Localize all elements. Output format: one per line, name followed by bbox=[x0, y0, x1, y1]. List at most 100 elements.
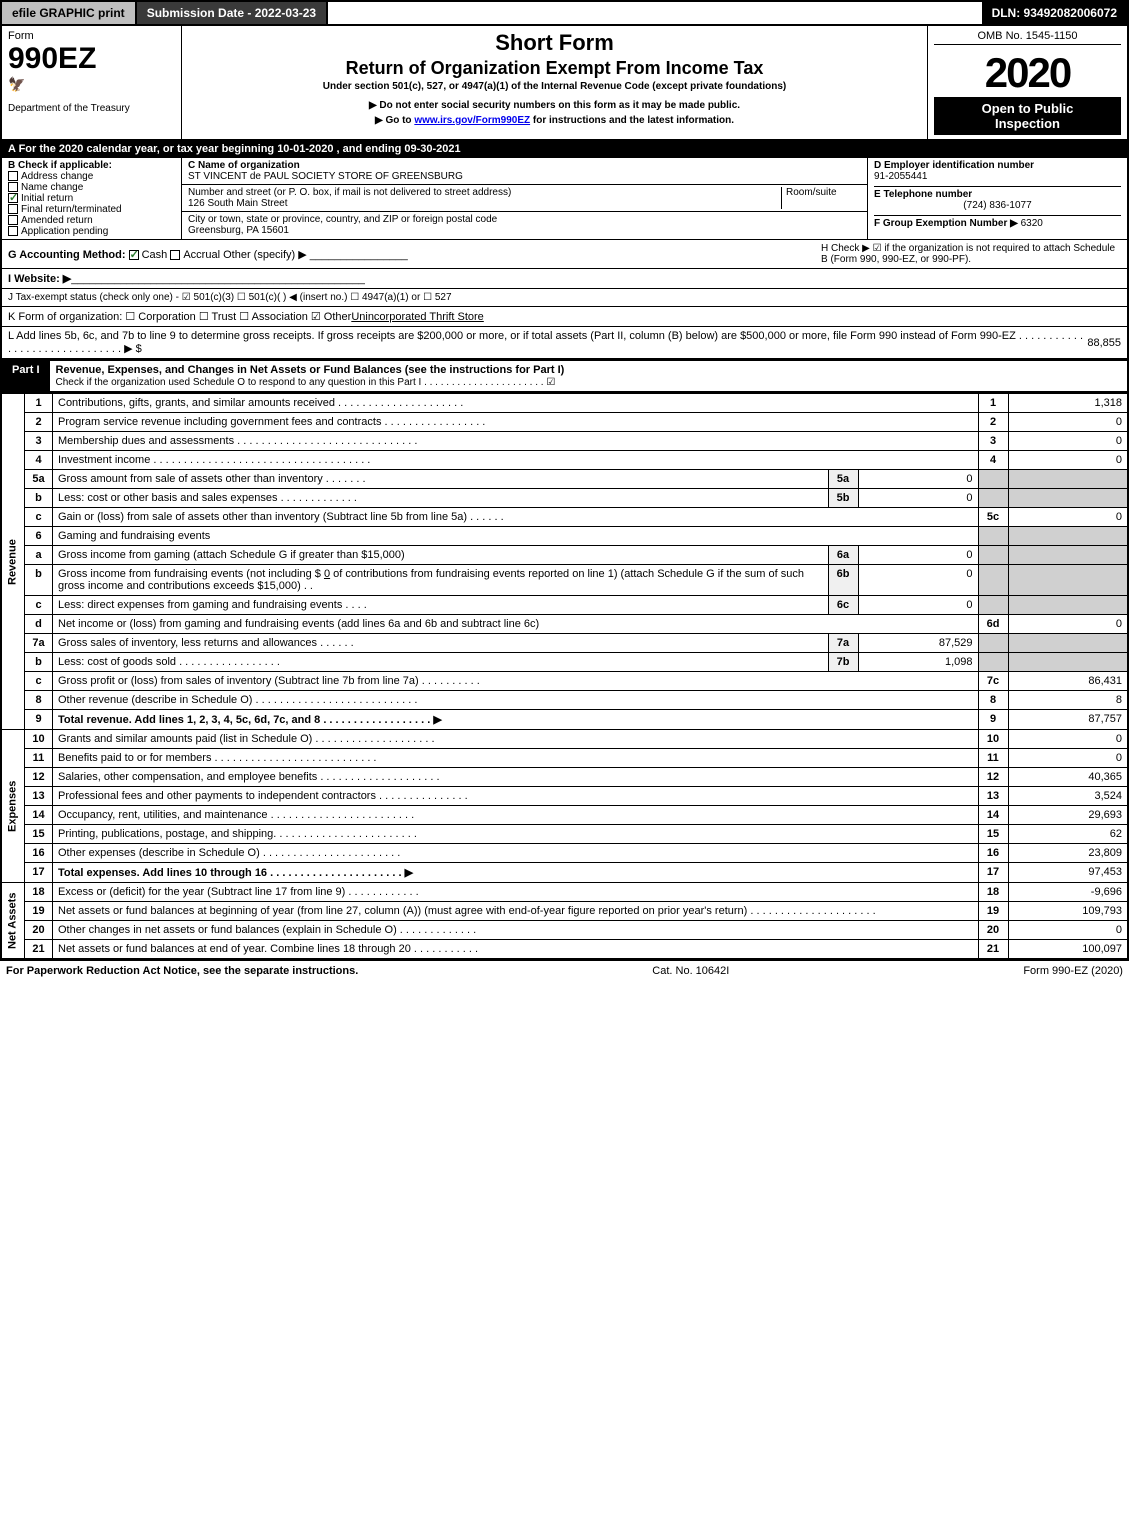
line-12-desc: Salaries, other compensation, and employ… bbox=[53, 768, 979, 787]
irs-link[interactable]: www.irs.gov/Form990EZ bbox=[414, 115, 530, 126]
line-13-box: 13 bbox=[978, 787, 1008, 806]
line-19-num: 19 bbox=[25, 902, 53, 921]
toolbar-spacer bbox=[328, 2, 981, 24]
phone-label: E Telephone number bbox=[874, 189, 972, 200]
line-6a-shade bbox=[978, 546, 1008, 565]
form-number: 990EZ bbox=[8, 42, 175, 76]
checkbox-cash[interactable] bbox=[129, 250, 139, 260]
line-3-desc: Membership dues and assessments . . . . … bbox=[53, 432, 979, 451]
line-6d-desc: Net income or (loss) from gaming and fun… bbox=[53, 615, 979, 634]
subnote-3: ▶ Go to www.irs.gov/Form990EZ for instru… bbox=[188, 115, 921, 126]
line-5b-shade2 bbox=[1008, 489, 1128, 508]
box-b: B Check if applicable: Address change Na… bbox=[2, 158, 182, 239]
line-20-desc: Other changes in net assets or fund bala… bbox=[53, 921, 979, 940]
line-6b-num: b bbox=[25, 565, 53, 596]
checkbox-initial-return[interactable] bbox=[8, 193, 18, 203]
line-7c-desc: Gross profit or (loss) from sales of inv… bbox=[53, 672, 979, 691]
line-12-num: 12 bbox=[25, 768, 53, 787]
checkbox-accrual[interactable] bbox=[170, 250, 180, 260]
line-7c-val: 86,431 bbox=[1008, 672, 1128, 691]
box-k-other: Unincorporated Thrift Store bbox=[351, 311, 483, 323]
street-address: 126 South Main Street bbox=[188, 198, 288, 209]
line-3-val: 0 bbox=[1008, 432, 1128, 451]
line-5c-desc: Gain or (loss) from sale of assets other… bbox=[53, 508, 979, 527]
line-7b-shade2 bbox=[1008, 653, 1128, 672]
row-k: K Form of organization: ☐ Corporation ☐ … bbox=[0, 307, 1129, 327]
line-21-box: 21 bbox=[978, 940, 1008, 959]
part-1-label: Part I bbox=[2, 361, 50, 391]
line-6d-val: 0 bbox=[1008, 615, 1128, 634]
line-7a-shade2 bbox=[1008, 634, 1128, 653]
header-center: Short Form Return of Organization Exempt… bbox=[182, 26, 927, 139]
line-9-val: 87,757 bbox=[1008, 710, 1128, 730]
line-5a-num: 5a bbox=[25, 470, 53, 489]
period-bar: A For the 2020 calendar year, or tax yea… bbox=[0, 140, 1129, 158]
line-5a-sub: 5a bbox=[828, 470, 858, 489]
checkbox-address-change[interactable] bbox=[8, 171, 18, 181]
city-label: City or town, state or province, country… bbox=[188, 214, 497, 225]
line-16-num: 16 bbox=[25, 844, 53, 863]
line-21-num: 21 bbox=[25, 940, 53, 959]
line-6-desc: Gaming and fundraising events bbox=[53, 527, 979, 546]
line-20-box: 20 bbox=[978, 921, 1008, 940]
line-5a-shade bbox=[978, 470, 1008, 489]
city-state-zip: Greensburg, PA 15601 bbox=[188, 225, 289, 236]
line-7b-shade bbox=[978, 653, 1008, 672]
checkbox-pending[interactable] bbox=[8, 226, 18, 236]
line-14-desc: Occupancy, rent, utilities, and maintena… bbox=[53, 806, 979, 825]
line-13-num: 13 bbox=[25, 787, 53, 806]
line-13-val: 3,524 bbox=[1008, 787, 1128, 806]
line-11-val: 0 bbox=[1008, 749, 1128, 768]
line-6a-desc: Gross income from gaming (attach Schedul… bbox=[53, 546, 829, 565]
line-8-val: 8 bbox=[1008, 691, 1128, 710]
line-1-desc: Contributions, gifts, grants, and simila… bbox=[53, 394, 979, 413]
box-l-text: L Add lines 5b, 6c, and 7b to line 9 to … bbox=[8, 330, 1087, 355]
line-6b-shade bbox=[978, 565, 1008, 596]
phone-value: (724) 836-1077 bbox=[874, 200, 1121, 211]
row-g-h: G Accounting Method: Cash Accrual Other … bbox=[0, 240, 1129, 269]
line-12-box: 12 bbox=[978, 768, 1008, 787]
line-13-desc: Professional fees and other payments to … bbox=[53, 787, 979, 806]
line-5c-val: 0 bbox=[1008, 508, 1128, 527]
line-5c-box: 5c bbox=[978, 508, 1008, 527]
footer-left: For Paperwork Reduction Act Notice, see … bbox=[6, 965, 358, 977]
top-toolbar: efile GRAPHIC print Submission Date - 20… bbox=[0, 0, 1129, 26]
name-label: C Name of organization bbox=[188, 160, 300, 171]
box-h: H Check ▶ ☑ if the organization is not r… bbox=[821, 243, 1121, 265]
dln-label: DLN: 93492082006072 bbox=[982, 2, 1127, 24]
footer-center: Cat. No. 10642I bbox=[652, 965, 729, 977]
omb-number: OMB No. 1545-1150 bbox=[934, 30, 1121, 45]
submission-date-button[interactable]: Submission Date - 2022-03-23 bbox=[137, 2, 328, 24]
efile-print-button[interactable]: efile GRAPHIC print bbox=[2, 2, 137, 24]
netassets-side-label: Net Assets bbox=[1, 883, 25, 959]
line-11-num: 11 bbox=[25, 749, 53, 768]
line-6b-desc: Gross income from fundraising events (no… bbox=[53, 565, 829, 596]
line-5a-subval: 0 bbox=[858, 470, 978, 489]
box-k-label: K Form of organization: ☐ Corporation ☐ … bbox=[8, 310, 351, 323]
org-name: ST VINCENT de PAUL SOCIETY STORE OF GREE… bbox=[188, 171, 463, 182]
line-5b-desc: Less: cost or other basis and sales expe… bbox=[53, 489, 829, 508]
line-7b-desc: Less: cost of goods sold . . . . . . . .… bbox=[53, 653, 829, 672]
line-6d-num: d bbox=[25, 615, 53, 634]
line-9-desc: Total revenue. Add lines 1, 2, 3, 4, 5c,… bbox=[53, 710, 979, 730]
footer-right: Form 990-EZ (2020) bbox=[1023, 965, 1123, 977]
line-6d-box: 6d bbox=[978, 615, 1008, 634]
line-7b-subval: 1,098 bbox=[858, 653, 978, 672]
addr-label: Number and street (or P. O. box, if mail… bbox=[188, 187, 511, 198]
line-10-num: 10 bbox=[25, 730, 53, 749]
ein-value: 91-2055441 bbox=[874, 171, 927, 182]
line-8-box: 8 bbox=[978, 691, 1008, 710]
expenses-side-label: Expenses bbox=[1, 730, 25, 883]
checkbox-amended[interactable] bbox=[8, 215, 18, 225]
line-7a-num: 7a bbox=[25, 634, 53, 653]
line-18-val: -9,696 bbox=[1008, 883, 1128, 902]
box-b-label: B Check if applicable: bbox=[8, 160, 112, 171]
header-left: Form 990EZ 🦅 Department of the Treasury bbox=[2, 26, 182, 139]
checkbox-final-return[interactable] bbox=[8, 204, 18, 214]
line-18-num: 18 bbox=[25, 883, 53, 902]
cb-label-3: Final return/terminated bbox=[21, 204, 122, 215]
line-5a-shade2 bbox=[1008, 470, 1128, 489]
line-11-desc: Benefits paid to or for members . . . . … bbox=[53, 749, 979, 768]
line-7b-sub: 7b bbox=[828, 653, 858, 672]
line-6c-sub: 6c bbox=[828, 596, 858, 615]
